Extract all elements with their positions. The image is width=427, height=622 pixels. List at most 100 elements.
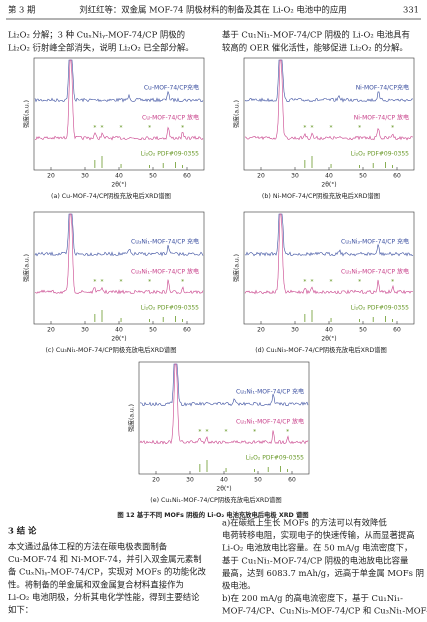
x-tick-label: 30 [291, 173, 299, 180]
curve-label: Li₂O₂ PDF#09-0355 [141, 305, 199, 312]
peak-star: * [101, 279, 104, 286]
x-tick-label: 60 [393, 327, 401, 334]
panel-caption: (c) Cu₃Ni₁-MOF-74/CP阴极充放电后XRD谱图 [45, 345, 176, 354]
xrd-curve [34, 213, 204, 257]
peak-star: * [391, 279, 394, 286]
curve-label: Cu-MOF-74/CP 放电 [142, 114, 199, 122]
text-line: 备 CuₓNiᵧ-MOF-74/CP，实现对 MOFs 的功能化改 [8, 567, 206, 577]
text-line: MOF-74/CP、Cu₁Ni₃-MOF-74/CP 和 Cu₃Ni₁-MOF- [222, 606, 427, 616]
x-tick-label: 60 [288, 477, 296, 484]
peak-star: * [120, 279, 123, 286]
y-axis-label: 强度(a.u.) [23, 254, 31, 282]
x-axis-label: 2θ(°) [321, 336, 336, 343]
peak-star: * [330, 125, 333, 132]
peak-star: * [330, 279, 333, 286]
peak-star: * [303, 279, 306, 286]
x-tick-label: 30 [186, 477, 194, 484]
peak-star: * [206, 429, 209, 436]
xrd-curve [34, 59, 204, 103]
xrd-curve [244, 59, 414, 141]
panel-caption: (b) Ni-MOF-74/CP阴极充放电后XRD谱图 [262, 191, 380, 200]
x-tick-label: 40 [115, 327, 123, 334]
x-tick-label: 30 [291, 327, 299, 334]
xrd-curve [34, 213, 204, 295]
x-tick-label: 40 [115, 173, 123, 180]
text-line: 最高，达到 6083.7 mAh/g，远高于单金属 MOFs 阴 [222, 568, 424, 578]
text-line: Li₂O₂ 衍射峰全部消失，说明 Li₂O₂ 已全部分解。 [8, 43, 194, 53]
text-line: 较高的 OER 催化活性，能够促进 Li₂O₂ 的分解。 [222, 43, 408, 53]
text-line: Li-O₂ 电池放电比容量。在 50 mA/g 电流密度下， [222, 543, 412, 553]
panel-caption: (e) Cu₁Ni₁-MOF-74/CP阴极充放电后XRD谱图 [150, 495, 281, 504]
y-axis-label: 强度(a.u.) [233, 254, 241, 282]
x-tick-label: 20 [47, 173, 55, 180]
peak-star: * [120, 125, 123, 132]
x-tick-label: 40 [325, 327, 333, 334]
curve-label: Cu₁Ni₃-MOF-74/CP 放电 [341, 268, 409, 276]
curve-label: Cu₁Ni₁-MOF-74/CP 放电 [236, 418, 304, 426]
curve-label: Ni-MOF-74/CP 放电 [354, 114, 409, 122]
peak-star: * [303, 125, 306, 132]
x-tick-label: 40 [325, 173, 333, 180]
xrd-curve [244, 213, 414, 295]
peak-star: * [253, 429, 256, 436]
xrd-curve [244, 213, 414, 257]
text-line: Cu-MOF-74 和 Ni-MOF-74，并引入双金属元素制 [8, 554, 202, 564]
peak-star: * [181, 279, 184, 286]
x-tick-label: 20 [47, 327, 55, 334]
text-line: 性。将制备的单金属和双金属复合材料直接作为 [8, 579, 184, 589]
x-tick-label: 20 [257, 327, 265, 334]
y-axis-label: 强度(a.u.) [128, 404, 136, 432]
y-axis-label: 强度(a.u.) [23, 100, 31, 128]
peak-star: * [198, 429, 201, 436]
curve-label: Cu₁Ni₁-MOF-74/CP 充电 [236, 388, 304, 396]
x-tick-label: 30 [81, 173, 89, 180]
x-tick-label: 50 [149, 327, 157, 334]
xrd-curve [139, 363, 309, 445]
peak-star: * [225, 429, 228, 436]
page-number: 331 [403, 5, 419, 15]
x-tick-label: 60 [393, 173, 401, 180]
curve-label: Li₂O₂ PDF#09-0355 [141, 151, 199, 158]
x-tick-label: 30 [81, 327, 89, 334]
peak-star: * [101, 125, 104, 132]
text-line: 本文通过晶体工程的方法在碳电极表面制备 [8, 542, 168, 552]
text-line: 基于 Cu₁Ni₁-MOF-74/CP 阴极的 Li-O₂ 电池具有 [222, 30, 410, 40]
x-tick-label: 50 [359, 173, 367, 180]
x-axis-label: 2θ(°) [111, 336, 126, 343]
x-axis-label: 2θ(°) [111, 182, 126, 189]
curve-label: Ni-MOF-74/CP充电 [356, 84, 409, 92]
x-axis-label: 2θ(°) [216, 486, 231, 493]
curve-label: Li₂O₂ PDF#09-0355 [351, 151, 409, 158]
xrd-curve [34, 59, 204, 141]
peak-star: * [286, 429, 289, 436]
xrd-curve [139, 363, 309, 407]
curve-label: Cu₁Ni₃-MOF-74/CP 充电 [341, 238, 409, 246]
x-tick-label: 60 [183, 173, 191, 180]
x-tick-label: 50 [254, 477, 262, 484]
text-line: a)在碳纸上生长 MOFs 的方法可以有效降低 [222, 518, 387, 528]
text-line: 电荷转移电阻，实现电子的快速传输，从而显著提高 [222, 530, 415, 540]
text-line: 如下： [8, 605, 33, 615]
curve-label: Cu₃Ni₁-MOF-74/CP 放电 [131, 268, 199, 276]
text-line: 极电池。 [222, 581, 256, 591]
curve-label: Cu₃Ni₁-MOF-74/CP 充电 [131, 238, 199, 246]
y-axis-label: 强度(a.u.) [233, 100, 241, 128]
curve-label: Cu-MOF-74/CP充电 [144, 84, 199, 92]
peak-star: * [148, 125, 151, 132]
peak-star: * [181, 125, 184, 132]
panel-caption: (d) Cu₁Ni₃-MOF-74/CP阴极充放电后XRD谱图 [255, 345, 387, 354]
peak-star: * [358, 125, 361, 132]
peak-star: * [311, 279, 314, 286]
x-tick-label: 50 [149, 173, 157, 180]
issue: 第 3 期 [8, 5, 35, 15]
x-tick-label: 20 [257, 173, 265, 180]
text-line: Li₂O₂ 分解；3 种 CuₓNiᵧ-MOF-74/CP 阴极的 [8, 30, 185, 40]
peak-star: * [148, 279, 151, 286]
figure-caption: 图 12 基于不同 MOFs 阴极的 Li-O₂ 电池充放电后电极 XRD 谱图 [117, 510, 308, 519]
x-tick-label: 40 [220, 477, 228, 484]
text-line: 基于 Cu₁Ni₁-MOF-74/CP 阴极的电池放电比容量 [222, 555, 408, 565]
xrd-curve [244, 59, 414, 103]
peak-star: * [93, 125, 96, 132]
x-axis-label: 2θ(°) [321, 182, 336, 189]
